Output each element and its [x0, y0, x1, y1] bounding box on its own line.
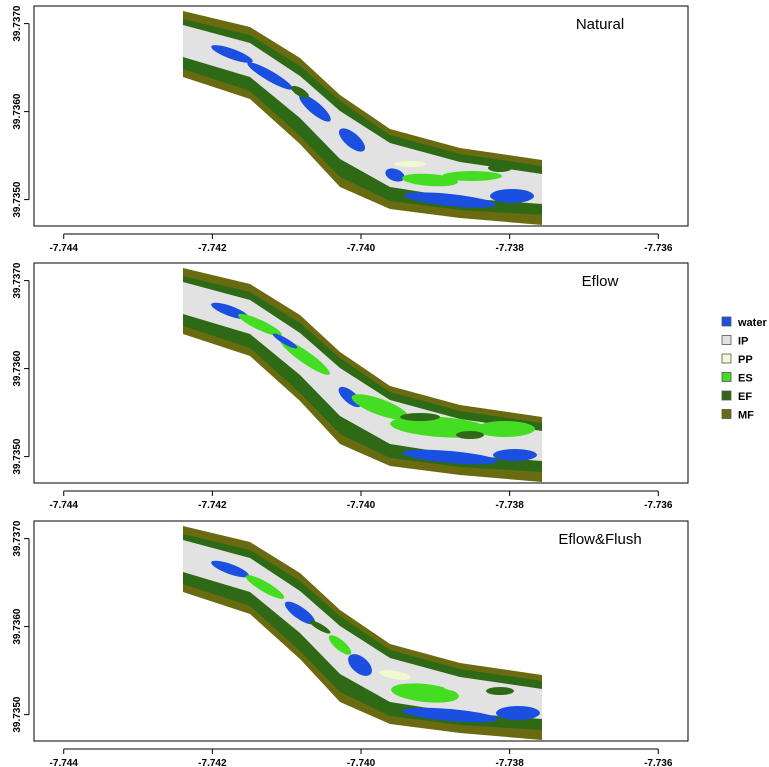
x-tick-label: -7.738	[495, 243, 524, 254]
legend-label: IP	[738, 336, 748, 348]
landcover-patch-water	[490, 189, 534, 203]
river-map	[183, 268, 542, 482]
y-tick-label: 39.7370	[12, 5, 23, 42]
landcover-patch-water	[493, 449, 537, 461]
x-tick-label: -7.736	[644, 243, 673, 254]
landcover-patch-es	[280, 339, 330, 375]
landcover-patch-water	[284, 601, 316, 625]
x-tick-label: -7.740	[347, 500, 376, 511]
river-map	[183, 526, 542, 740]
x-tick-label: -7.744	[50, 243, 79, 254]
y-tick-label: 39.7370	[12, 520, 23, 557]
landcover-patch-ip	[444, 682, 496, 692]
landcover-patch-water	[402, 707, 498, 723]
x-tick-label: -7.740	[347, 758, 376, 767]
landcover-patch-es	[442, 171, 502, 181]
landcover-patch-ef	[488, 164, 512, 172]
legend-label: EF	[738, 391, 752, 403]
legend-label: MF	[738, 410, 754, 422]
landcover-patch-water	[211, 45, 253, 63]
landcover-patch-water	[496, 706, 540, 720]
legend: water IP PP ES EF MF	[721, 316, 767, 422]
legend-swatch-es	[721, 372, 732, 382]
x-tick-label: -7.744	[50, 500, 79, 511]
landcover-patch-pp	[379, 670, 411, 680]
y-tick-label: 39.7360	[12, 93, 23, 130]
x-tick-label: -7.738	[495, 758, 524, 767]
x-tick-label: -7.736	[644, 758, 673, 767]
panel-title: Natural	[576, 16, 624, 33]
x-tick-label: -7.742	[198, 758, 227, 767]
landcover-patch-water	[299, 94, 331, 122]
legend-swatch-mf	[721, 409, 732, 419]
x-tick-label: -7.744	[50, 758, 79, 767]
landcover-band-ip	[183, 25, 542, 204]
landcover-patch-es	[475, 421, 535, 437]
x-tick-label: -7.738	[495, 500, 524, 511]
legend-label: water	[737, 317, 767, 329]
landcover-patch-water	[402, 449, 498, 465]
legend-label: ES	[738, 373, 753, 385]
landcover-patch-ef	[486, 687, 514, 695]
landcover-patch-water	[272, 333, 298, 349]
x-tick-label: -7.742	[198, 243, 227, 254]
landcover-patch-es	[351, 394, 409, 420]
x-tick-label: -7.742	[198, 500, 227, 511]
landcover-patch-ef	[456, 431, 484, 439]
y-tick-label: 39.7370	[12, 262, 23, 299]
landcover-patch-water	[247, 62, 293, 90]
landcover-patch-ef	[291, 85, 309, 99]
landcover-patch-ef	[400, 413, 440, 421]
y-tick-label: 39.7360	[12, 350, 23, 387]
landcover-patch-es	[245, 575, 285, 599]
map-panel-2: Eflow -7.744 -7.742 -7.740 -7.738 -7.736 39.73…	[12, 262, 689, 511]
legend-swatch-ip	[721, 335, 732, 345]
river-map	[183, 11, 542, 225]
legend-swatch-ef	[721, 390, 732, 401]
landcover-patch-es	[391, 683, 459, 703]
y-tick-label: 39.7350	[12, 181, 23, 218]
x-tick-label: -7.736	[644, 500, 673, 511]
y-tick-label: 39.7350	[12, 696, 23, 733]
y-tick-label: 39.7350	[12, 438, 23, 475]
landcover-band-ip	[183, 540, 542, 719]
landcover-patch-water	[385, 168, 405, 182]
landcover-patch-es	[328, 635, 352, 655]
y-tick-label: 39.7360	[12, 608, 23, 645]
legend-swatch-water	[721, 316, 732, 327]
landcover-patch-ef	[309, 620, 331, 634]
map-panel-1: Natural -7.744 -7.742 -7.740 -7.738 -7.736 39.…	[12, 5, 689, 254]
landcover-patch-water	[404, 192, 496, 208]
landcover-patch-es	[238, 313, 282, 337]
legend-swatch-pp	[721, 353, 732, 364]
landcover-patch-water	[348, 654, 372, 676]
landcover-patch-water	[338, 128, 366, 152]
landcover-patch-pp	[394, 161, 426, 167]
legend-label: PP	[738, 354, 753, 366]
panel-title: Eflow&Flush	[558, 531, 641, 548]
x-tick-label: -7.740	[347, 243, 376, 254]
panel-title: Eflow	[582, 273, 619, 290]
landcover-patch-water	[211, 560, 249, 578]
map-panel-3: Eflow&Flush -7.744 -7.742 -7.740 -7.738 -7.73…	[12, 520, 689, 767]
